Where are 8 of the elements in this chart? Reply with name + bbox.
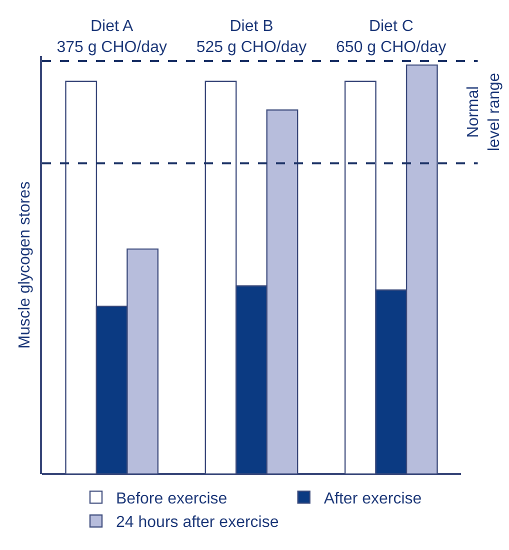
x-tick-label: Diet A 375 g CHO/day [56,18,167,56]
legend-label: After exercise [324,490,422,508]
annotation: Normal level range [464,72,503,152]
y-axis-title: Muscle glycogen stores [16,181,34,349]
legend-label: 24 hours after exercise [116,514,279,532]
x-tick-label: Diet B 525 g CHO/day [196,18,307,56]
legend-label: Before exercise [116,490,228,508]
x-tick-label: Diet C 650 g CHO/day [336,18,446,56]
